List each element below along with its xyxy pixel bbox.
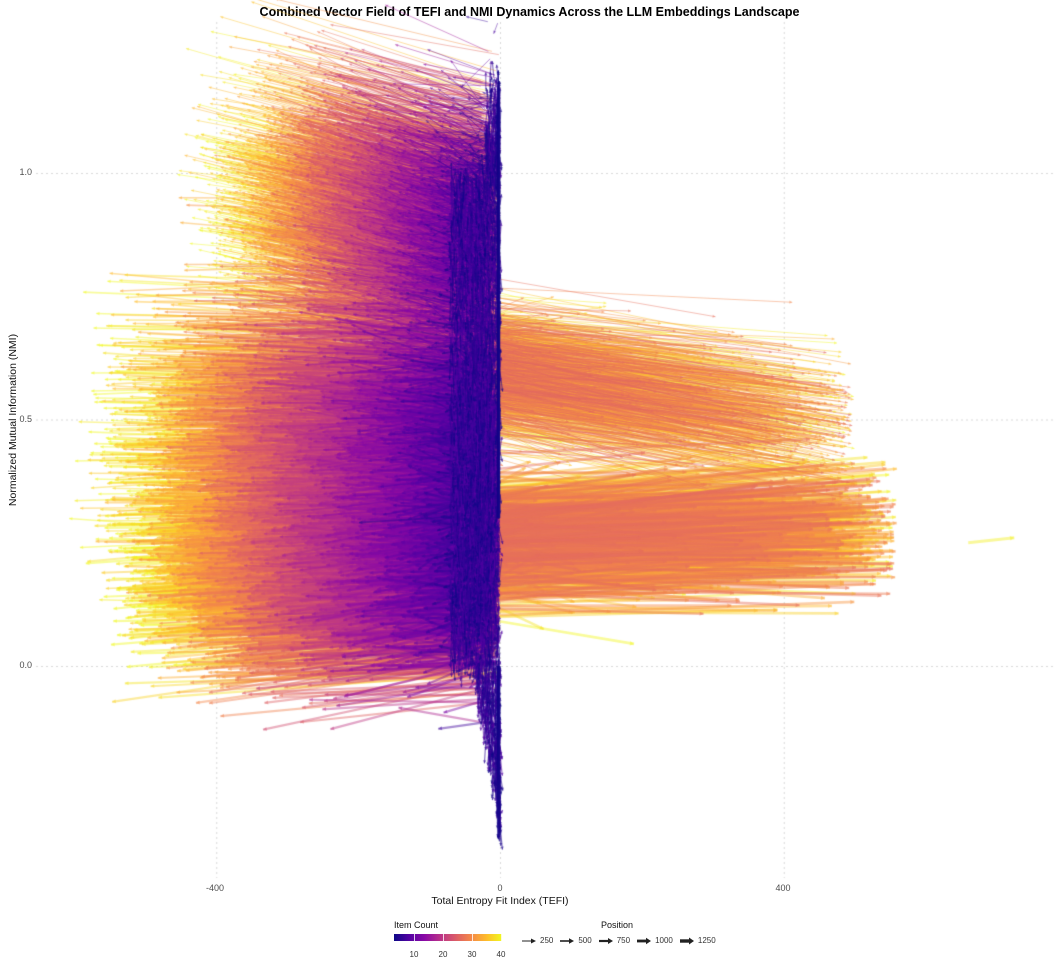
position-key-1000: 1000: [637, 936, 673, 945]
position-key-500: 500: [560, 936, 592, 945]
position-legend: Position 250 500 750 1000 1250: [522, 920, 716, 945]
x-tick-400: 400: [775, 883, 791, 893]
arrow-icon: [637, 937, 652, 944]
x-axis-label: Total Entropy Fit Index (TEFI): [431, 895, 569, 907]
y-tick-0-5: 0.5: [19, 414, 32, 424]
y-tick-0-0: 0.0: [19, 660, 32, 670]
arrow-icon: [522, 938, 536, 943]
x-tick-neg400: -400: [205, 883, 225, 893]
arrow-icon: [598, 937, 613, 944]
x-tick-0: 0: [497, 883, 503, 893]
item-count-legend: Item Count 10 20 30 40: [394, 920, 505, 959]
position-legend-title: Position: [600, 920, 634, 930]
plasma-colorbar: 10 20 30 40: [394, 934, 505, 959]
y-axis-label: Normalized Mutual Information (NMI): [7, 333, 19, 507]
position-key-1250: 1250: [679, 936, 716, 945]
y-tick-1-0: 1.0: [19, 167, 32, 177]
item-count-legend-title: Item Count: [394, 920, 439, 930]
position-key-250: 250: [522, 936, 553, 945]
arrow-icon: [679, 937, 694, 944]
position-key-750: 750: [598, 936, 630, 945]
arrow-icon: [560, 937, 575, 944]
